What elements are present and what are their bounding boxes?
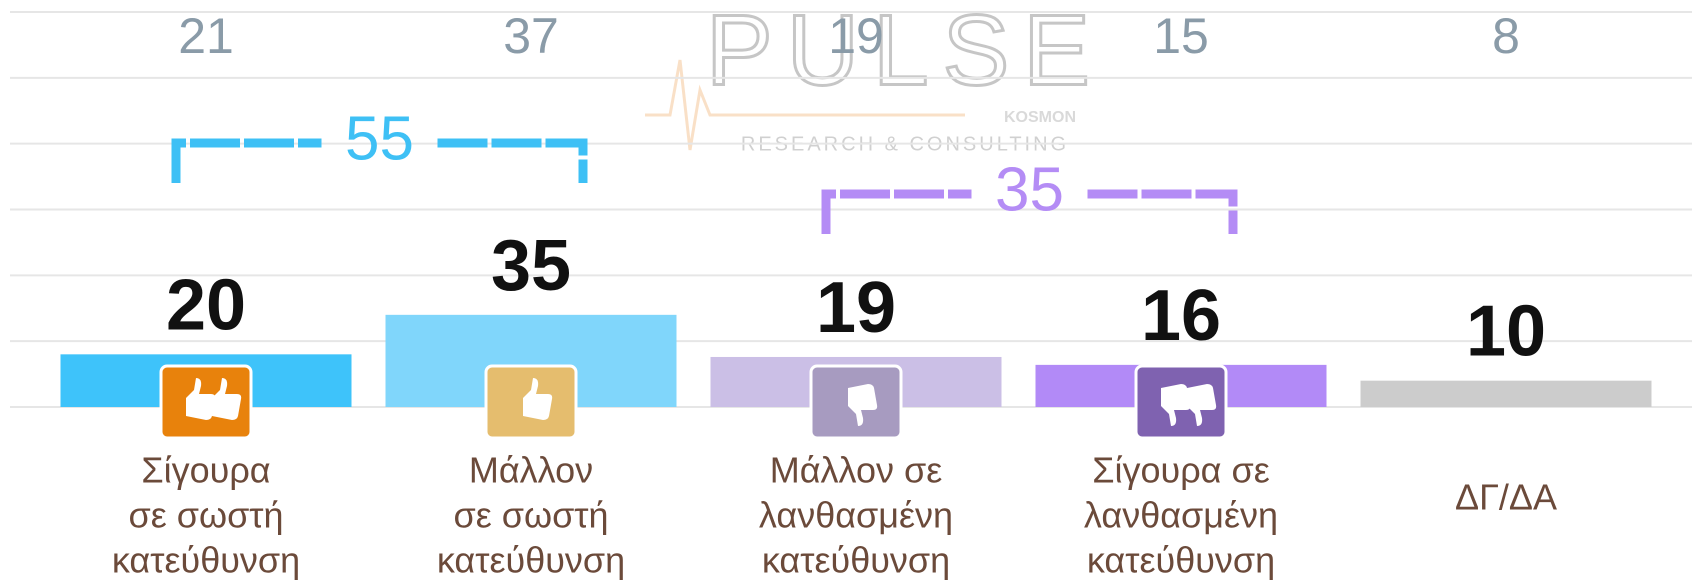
icon [159, 364, 253, 440]
x-tick-label: λανθασμένη [759, 495, 953, 536]
x-tick-label: Μάλλον σε [770, 450, 943, 491]
x-tick-label: κατεύθυνση [112, 540, 300, 581]
icon [1134, 364, 1228, 440]
value-label: 10 [1466, 292, 1546, 372]
bar [1360, 380, 1652, 407]
thumb [212, 378, 242, 420]
group-label: 35 [995, 155, 1064, 224]
previous-value: 21 [178, 8, 234, 64]
group-bracket [821, 189, 1238, 234]
watermark-pulse-line [645, 59, 965, 151]
value-label: 20 [166, 265, 246, 345]
watermark: PULSE KOSMON RESEARCH & CONSULTING [645, 0, 1104, 155]
x-tick-label: Σίγουρα σε [1092, 450, 1270, 491]
thumb [186, 378, 216, 420]
x-tick-label: ΔΓ/ΔΑ [1455, 477, 1557, 518]
group-label: 55 [345, 104, 414, 173]
thumb [1187, 384, 1217, 426]
x-tick-label: σε σωστή [128, 495, 283, 536]
x-tick-label: κατεύθυνση [762, 540, 950, 581]
x-tick-label: σε σωστή [453, 495, 608, 536]
x-tick-label: Σίγουρα [141, 450, 270, 491]
previous-value: 37 [503, 8, 559, 64]
icon [809, 364, 903, 440]
x-tick-label: κατεύθυνση [1087, 540, 1275, 581]
x-tick-label: Μάλλον [469, 450, 593, 491]
thumb [523, 378, 553, 420]
previous-value: 8 [1492, 8, 1520, 64]
thumb [1161, 384, 1191, 426]
value-label: 19 [816, 268, 896, 348]
previous-value: 15 [1153, 8, 1209, 64]
previous-value: 19 [828, 8, 884, 64]
x-tick-label: κατεύθυνση [437, 540, 625, 581]
value-label: 16 [1141, 276, 1221, 356]
watermark-title: PULSE [706, 0, 1104, 106]
icon [484, 364, 578, 440]
watermark-brand: KOSMON [1004, 109, 1076, 126]
value-label: 35 [491, 226, 571, 306]
x-tick-label: λανθασμένη [1084, 495, 1278, 536]
group-bracket [171, 138, 588, 183]
thumb [848, 384, 878, 426]
